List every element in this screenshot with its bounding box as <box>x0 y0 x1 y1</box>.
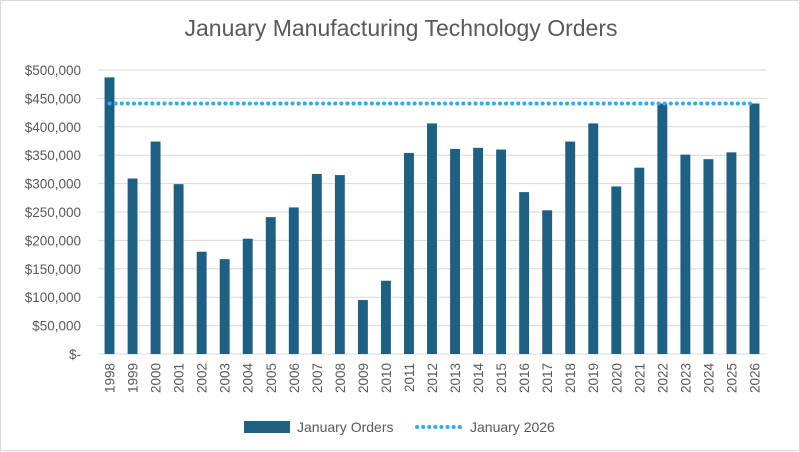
x-tick-label: 2013 <box>448 363 463 393</box>
x-tick-label: 2023 <box>678 363 693 393</box>
bar-2013 <box>450 148 460 354</box>
bar-2005 <box>265 217 276 354</box>
y-tick-label: $150,000 <box>25 262 81 277</box>
x-tick-label: 2006 <box>287 363 302 393</box>
bar-2002 <box>196 251 207 354</box>
y-tick-label: $100,000 <box>25 290 81 305</box>
bar-2025 <box>726 152 737 354</box>
bar-2021 <box>634 167 645 354</box>
bar-2017 <box>542 210 553 354</box>
bar-2001 <box>173 184 184 354</box>
x-tick-label: 2010 <box>379 363 394 393</box>
y-tick-label: $- <box>69 347 81 362</box>
bar-2006 <box>288 207 299 354</box>
x-tick-label: 2020 <box>609 363 624 393</box>
x-tick-label: 2026 <box>747 363 762 393</box>
x-tick-label: 1999 <box>126 363 141 393</box>
bar-2026 <box>749 103 760 355</box>
legend-label-orders: January Orders <box>297 419 393 435</box>
bar-2020 <box>611 186 622 354</box>
x-tick-label: 2008 <box>333 363 348 393</box>
x-tick-label: 2021 <box>632 363 647 393</box>
bar-1998 <box>104 77 115 354</box>
bar-2014 <box>473 147 484 354</box>
x-tick-label: 2003 <box>218 363 233 393</box>
legend-label-reference: January 2026 <box>470 419 555 435</box>
bar-2024 <box>703 159 714 354</box>
x-tick-label: 2017 <box>540 363 555 393</box>
y-tick-label: $250,000 <box>25 205 81 220</box>
bar-1999 <box>127 178 138 354</box>
x-tick-label: 2024 <box>701 363 716 394</box>
x-tick-label: 2015 <box>494 363 509 393</box>
bar-2010 <box>380 280 391 354</box>
x-tick-label: 2025 <box>724 363 739 393</box>
x-tick-label: 1998 <box>103 363 118 393</box>
x-tick-label: 2019 <box>586 363 601 393</box>
bar-2018 <box>565 141 576 354</box>
bar-2003 <box>219 259 230 354</box>
y-tick-label: $200,000 <box>25 233 81 248</box>
bar-2007 <box>311 173 322 354</box>
y-tick-label: $400,000 <box>25 120 81 135</box>
x-tick-label: 2002 <box>195 363 210 393</box>
bar-2008 <box>334 175 345 354</box>
bar-2015 <box>496 149 507 354</box>
x-tick-label: 2016 <box>517 363 532 393</box>
bar-2000 <box>150 141 161 354</box>
x-tick-label: 2014 <box>471 363 486 394</box>
x-tick-label: 2005 <box>264 363 279 393</box>
bar-2004 <box>242 238 253 354</box>
bar-2011 <box>404 152 414 354</box>
y-tick-label: $50,000 <box>32 319 81 334</box>
y-tick-label: $500,000 <box>25 63 81 78</box>
x-tick-label: 2011 <box>402 363 417 392</box>
x-tick-label: 2007 <box>310 363 325 393</box>
x-tick-label: 2001 <box>172 363 187 393</box>
bar-2023 <box>680 154 691 354</box>
x-tick-label: 2009 <box>356 363 371 393</box>
bar-2016 <box>519 192 530 354</box>
bar-2019 <box>588 123 599 354</box>
bar-2012 <box>427 123 437 354</box>
x-tick-label: 2022 <box>655 363 670 393</box>
x-tick-label: 2000 <box>149 363 164 393</box>
chart-title: January Manufacturing Technology Orders <box>184 15 618 41</box>
y-tick-label: $450,000 <box>25 91 81 106</box>
y-tick-label: $300,000 <box>25 177 81 192</box>
bar-2009 <box>357 300 368 354</box>
y-tick-label: $350,000 <box>25 148 81 163</box>
bar-2022 <box>657 103 668 355</box>
x-tick-label: 2012 <box>425 363 440 393</box>
x-tick-label: 2004 <box>241 363 256 394</box>
legend-swatch-bar <box>244 421 290 433</box>
x-tick-label: 2018 <box>563 363 578 393</box>
